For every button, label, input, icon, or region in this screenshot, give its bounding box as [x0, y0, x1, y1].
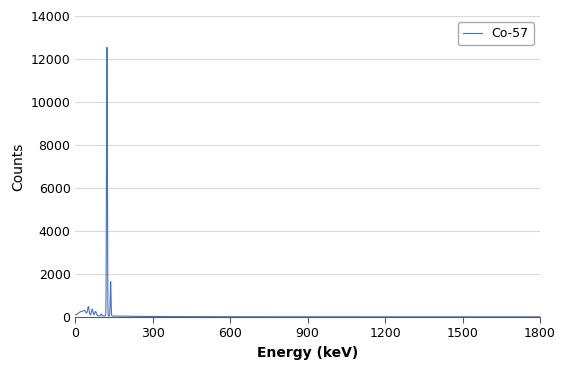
- X-axis label: Energy (keV): Energy (keV): [257, 346, 358, 360]
- Legend: Co-57: Co-57: [458, 22, 534, 45]
- Co-57: [439, 315, 446, 319]
- Co-57: [196, 315, 203, 319]
- Co-57: [530, 315, 536, 319]
- Co-57: [363, 315, 370, 319]
- Co-57: [536, 315, 543, 319]
- Line: Co-57: Co-57: [75, 47, 540, 317]
- Co-57: [99, 313, 105, 318]
- Co-57: [72, 312, 79, 317]
- Co-57: [356, 315, 363, 319]
- Co-57: [529, 315, 536, 319]
- Co-57: [104, 45, 111, 50]
- Y-axis label: Counts: Counts: [11, 142, 25, 191]
